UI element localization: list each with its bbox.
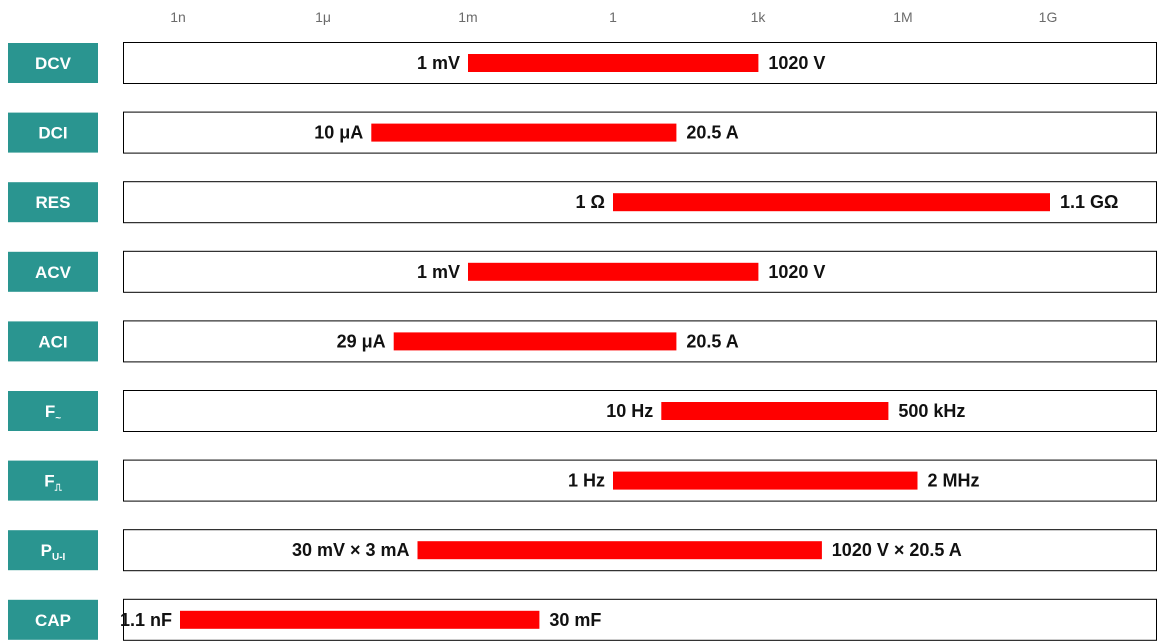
row-frame — [123, 390, 1157, 432]
range-min-label: 10 μA — [314, 123, 363, 143]
chart-rows: DCV 1 mV 1020 V DCI 10 μA 20.5 A RES 1 Ω 1.1 GΩ A… — [8, 42, 1157, 641]
function-label-badge — [8, 251, 98, 292]
range-bar — [613, 193, 1050, 212]
range-bar — [393, 332, 677, 351]
range-max-label: 1020 V × 20.5 A — [832, 540, 962, 560]
function-label-badge — [8, 321, 98, 362]
axis-tick-label: 1M — [893, 9, 912, 25]
chart-row: RES 1 Ω 1.1 GΩ — [8, 181, 1157, 224]
chart-row: DCV 1 mV 1020 V — [8, 42, 1157, 84]
chart-row: PU-I 30 mV × 3 mA 1020 V × 20.5 A — [8, 529, 1157, 572]
range-max-label: 1020 V — [768, 53, 825, 73]
range-min-label: 1 Ω — [576, 192, 605, 212]
range-min-label: 29 μA — [337, 331, 386, 351]
range-bar — [468, 54, 759, 72]
range-min-label: 1 Hz — [568, 471, 605, 491]
function-label: RES — [36, 193, 71, 212]
range-min-label: 1 mV — [417, 53, 460, 73]
chart-row: ACI 29 μA 20.5 A — [8, 320, 1157, 363]
function-label: F~ — [45, 402, 61, 424]
range-min-label: 1 mV — [417, 262, 460, 282]
axis-ticks: 1n 1μ 1m 1 1k 1M 1G — [170, 9, 1057, 25]
axis-tick-label: 1n — [170, 9, 186, 25]
range-max-label: 2 MHz — [928, 471, 980, 491]
chart-row: ACV 1 mV 1020 V — [8, 250, 1157, 293]
function-label: PU-I — [41, 541, 66, 563]
axis-tick-label: 1G — [1039, 9, 1058, 25]
range-bar — [468, 262, 759, 281]
chart-row: F~ 10 Hz 500 kHz — [8, 390, 1157, 432]
chart-row: CAP 1.1 nF 30 mF — [8, 598, 1157, 641]
chart-row: DCI 10 μA 20.5 A — [8, 111, 1157, 154]
function-label-badge — [8, 43, 98, 83]
range-bar — [180, 610, 540, 629]
axis-tick-label: 1μ — [315, 9, 331, 25]
range-bar — [417, 541, 822, 560]
range-max-label: 20.5 A — [686, 331, 738, 351]
function-label-badge — [8, 599, 98, 640]
function-label: F⎍ — [44, 472, 62, 494]
range-max-label: 1.1 GΩ — [1060, 192, 1118, 212]
range-min-label: 1.1 nF — [120, 610, 172, 630]
range-max-label: 500 kHz — [898, 401, 965, 421]
function-label-badge — [8, 182, 98, 223]
axis-tick-label: 1k — [751, 9, 767, 25]
function-label-badge — [8, 112, 98, 153]
range-max-label: 30 mF — [549, 610, 601, 630]
function-label: DCV — [35, 54, 72, 73]
function-label-badge — [8, 391, 98, 431]
range-bar — [613, 471, 918, 490]
axis-tick-label: 1m — [458, 9, 477, 25]
range-min-label: 10 Hz — [606, 401, 653, 421]
range-min-label: 30 mV × 3 mA — [292, 540, 410, 560]
function-label: ACI — [38, 332, 67, 351]
range-max-label: 1020 V — [768, 262, 825, 282]
range-max-label: 20.5 A — [686, 123, 738, 143]
range-bar — [661, 402, 889, 420]
function-label: CAP — [35, 611, 71, 630]
function-label-badge — [8, 530, 98, 571]
axis-tick-label: 1 — [609, 9, 617, 25]
range-bar — [371, 123, 677, 142]
chart-row: F⎍ 1 Hz 2 MHz — [8, 459, 1157, 502]
function-label: DCI — [38, 124, 67, 143]
function-label-badge — [8, 460, 98, 501]
function-label: ACV — [35, 263, 72, 282]
